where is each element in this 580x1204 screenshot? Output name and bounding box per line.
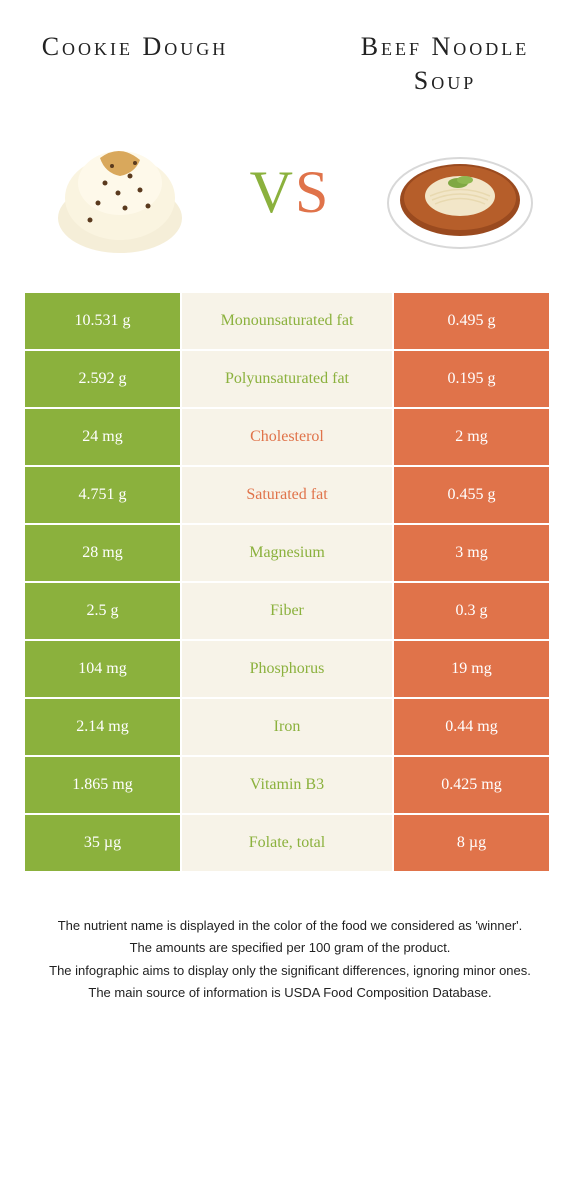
value-left: 104 mg	[25, 641, 180, 697]
value-left: 2.14 mg	[25, 699, 180, 755]
vs-v: V	[250, 159, 295, 225]
value-left: 4.751 g	[25, 467, 180, 523]
nutrient-label: Fiber	[182, 583, 392, 639]
table-row: 28 mgMagnesium3 mg	[25, 525, 555, 581]
value-left: 1.865 mg	[25, 757, 180, 813]
value-right: 19 mg	[394, 641, 549, 697]
header: Cookie Dough Beef Noodle Soup	[25, 30, 555, 98]
nutrient-label: Iron	[182, 699, 392, 755]
nutrient-label: Folate, total	[182, 815, 392, 871]
table-row: 24 mgCholesterol2 mg	[25, 409, 555, 465]
footer-notes: The nutrient name is displayed in the co…	[25, 916, 555, 1003]
images-row: VS	[25, 128, 555, 258]
food-image-right	[370, 128, 550, 258]
table-row: 4.751 gSaturated fat0.455 g	[25, 467, 555, 523]
table-row: 2.5 gFiber0.3 g	[25, 583, 555, 639]
table-row: 2.592 gPolyunsaturated fat0.195 g	[25, 351, 555, 407]
value-right: 3 mg	[394, 525, 549, 581]
footer-line: The nutrient name is displayed in the co…	[35, 916, 545, 936]
table-row: 35 µgFolate, total8 µg	[25, 815, 555, 871]
nutrient-label: Monounsaturated fat	[182, 293, 392, 349]
table-row: 1.865 mgVitamin B30.425 mg	[25, 757, 555, 813]
value-left: 28 mg	[25, 525, 180, 581]
nutrient-label: Cholesterol	[182, 409, 392, 465]
value-left: 35 µg	[25, 815, 180, 871]
value-right: 0.495 g	[394, 293, 549, 349]
nutrient-label: Phosphorus	[182, 641, 392, 697]
value-left: 2.592 g	[25, 351, 180, 407]
table-row: 104 mgPhosphorus19 mg	[25, 641, 555, 697]
value-right: 8 µg	[394, 815, 549, 871]
footer-line: The main source of information is USDA F…	[35, 983, 545, 1003]
value-right: 0.455 g	[394, 467, 549, 523]
vs-s: S	[295, 159, 330, 225]
footer-line: The amounts are specified per 100 gram o…	[35, 938, 545, 958]
value-right: 2 mg	[394, 409, 549, 465]
nutrition-table: 10.531 gMonounsaturated fat0.495 g2.592 …	[25, 293, 555, 871]
value-right: 0.195 g	[394, 351, 549, 407]
nutrient-label: Saturated fat	[182, 467, 392, 523]
value-right: 0.3 g	[394, 583, 549, 639]
table-row: 10.531 gMonounsaturated fat0.495 g	[25, 293, 555, 349]
footer-line: The infographic aims to display only the…	[35, 961, 545, 981]
nutrient-label: Vitamin B3	[182, 757, 392, 813]
nutrient-label: Polyunsaturated fat	[182, 351, 392, 407]
food-title-left: Cookie Dough	[25, 30, 245, 98]
nutrient-label: Magnesium	[182, 525, 392, 581]
value-right: 0.44 mg	[394, 699, 549, 755]
vs-label: VS	[250, 158, 331, 227]
food-title-right: Beef Noodle Soup	[335, 30, 555, 98]
value-right: 0.425 mg	[394, 757, 549, 813]
value-left: 2.5 g	[25, 583, 180, 639]
value-left: 24 mg	[25, 409, 180, 465]
table-row: 2.14 mgIron0.44 mg	[25, 699, 555, 755]
food-image-left	[30, 128, 210, 258]
value-left: 10.531 g	[25, 293, 180, 349]
